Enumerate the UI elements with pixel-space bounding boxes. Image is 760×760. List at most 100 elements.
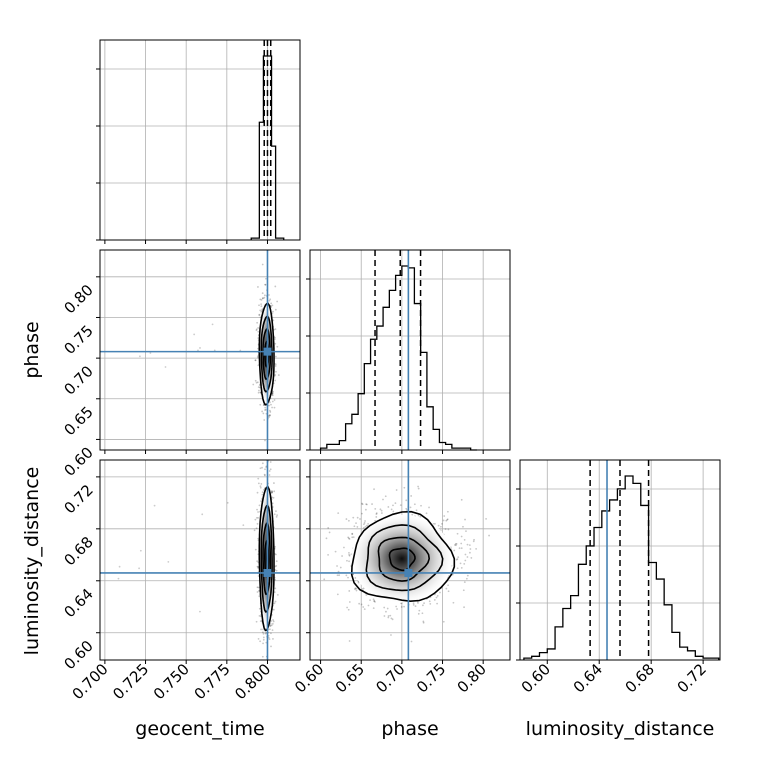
scatter-phase-vs-luminosity-distance-sample	[485, 517, 487, 520]
scatter-geocent-time-vs-luminosity-distance-sample	[269, 628, 271, 631]
scatter-geocent-time-vs-luminosity-distance-sample	[271, 496, 273, 499]
hist-phase-panel	[306, 249, 511, 454]
scatter-phase-vs-luminosity-distance-sample	[356, 516, 359, 519]
scatter-phase-vs-luminosity-distance-sample	[387, 615, 390, 617]
scatter-geocent-time-vs-luminosity-distance-sample	[268, 470, 271, 472]
scatter-phase-vs-luminosity-distance-sample	[469, 548, 472, 550]
scatter-phase-vs-luminosity-distance-sample	[464, 559, 467, 562]
scatter-geocent-time-vs-luminosity-distance-sample	[256, 508, 258, 511]
scatter-geocent-time-vs-luminosity-distance-sample	[264, 661, 266, 663]
scatter-phase-vs-luminosity-distance-sample	[380, 509, 383, 512]
y-tick-label-phase-1: 0.65	[60, 403, 96, 439]
scatter-phase-vs-luminosity-distance-sample	[351, 536, 354, 539]
scatter-phase-vs-luminosity-distance-sample	[466, 574, 469, 577]
scatter-phase-vs-luminosity-distance-truth-marker	[404, 568, 413, 577]
scatter-phase-vs-luminosity-distance-sample	[473, 538, 475, 541]
scatter-phase-vs-luminosity-distance-sample	[372, 607, 375, 610]
scatter-geocent-time-vs-phase-sample	[273, 336, 276, 339]
scatter-phase-vs-luminosity-distance-sample	[375, 513, 378, 515]
scatter-phase-vs-luminosity-distance-sample	[373, 488, 375, 491]
scatter-phase-vs-luminosity-distance-sample	[418, 609, 421, 612]
scatter-phase-vs-luminosity-distance-sample	[423, 602, 425, 605]
scatter-phase-vs-luminosity-distance-sample	[435, 596, 438, 599]
scatter-phase-vs-luminosity-distance-sample	[364, 520, 366, 522]
scatter-geocent-time-vs-phase-sample	[258, 304, 260, 307]
scatter-phase-vs-luminosity-distance-sample	[417, 485, 419, 488]
scatter-geocent-time-vs-luminosity-distance-contour-2	[262, 522, 272, 596]
scatter-phase-vs-luminosity-distance-contour-1	[365, 524, 444, 592]
scatter-phase-vs-luminosity-distance-sample	[445, 519, 448, 522]
scatter-phase-vs-luminosity-distance-sample	[460, 498, 463, 501]
scatter-geocent-time-vs-luminosity-distance-sample	[260, 628, 263, 631]
scatter-phase-vs-luminosity-distance-sample	[421, 612, 424, 615]
scatter-geocent-time-vs-phase-sample	[269, 414, 272, 417]
scatter-phase-vs-luminosity-distance-sample	[383, 615, 386, 617]
scatter-geocent-time-vs-luminosity-distance-sample	[260, 483, 263, 485]
scatter-geocent-time-vs-luminosity-distance-contour-0	[258, 486, 275, 632]
scatter-phase-vs-luminosity-distance-sample	[362, 606, 365, 608]
scatter-geocent-time-vs-luminosity-distance-sample	[257, 516, 260, 519]
scatter-phase-vs-luminosity-distance-sample	[359, 518, 361, 520]
scatter-phase-vs-luminosity-distance-sample	[363, 522, 366, 524]
scatter-geocent-time-vs-phase-sample	[262, 412, 265, 415]
scatter-phase-vs-luminosity-distance-sample	[375, 512, 378, 515]
scatter-geocent-time-vs-phase-sample	[264, 408, 267, 411]
y-tick-label-luminosity-distance-2: 0.68	[60, 533, 96, 569]
scatter-geocent-time-vs-luminosity-distance-sample	[273, 482, 275, 484]
scatter-phase-vs-luminosity-distance-sample	[392, 504, 394, 507]
scatter-phase-vs-luminosity-distance-sample	[336, 565, 338, 567]
scatter-phase-vs-luminosity-distance-sample	[392, 510, 395, 513]
scatter-geocent-time-vs-luminosity-distance-sample	[167, 560, 170, 563]
scatter-geocent-time-vs-luminosity-distance-sample	[275, 560, 278, 563]
scatter-geocent-time-vs-luminosity-distance-sample	[269, 468, 272, 471]
scatter-geocent-time-vs-luminosity-distance-sample	[259, 485, 262, 488]
scatter-phase-vs-luminosity-distance-sample	[488, 534, 490, 537]
scatter-phase-vs-luminosity-distance-sample	[367, 522, 370, 525]
scatter-phase-vs-luminosity-distance-sample	[417, 612, 420, 615]
scatter-phase-vs-luminosity-distance-sample	[325, 537, 328, 540]
scatter-phase-vs-luminosity-distance-sample	[412, 603, 415, 606]
scatter-phase-vs-luminosity-distance-sample	[413, 503, 416, 506]
scatter-geocent-time-vs-phase-sample	[272, 310, 274, 313]
scatter-geocent-time-vs-phase-sample	[274, 373, 276, 376]
scatter-geocent-time-vs-luminosity-distance-sample	[267, 636, 270, 639]
scatter-geocent-time-vs-luminosity-distance-sample	[261, 655, 264, 658]
labels-layer: geocent_time phase luminosity_distance p…	[21, 321, 714, 740]
scatter-phase-vs-luminosity-distance-sample	[460, 547, 463, 550]
scatter-phase-vs-luminosity-distance-sample	[364, 525, 367, 528]
scatter-phase-vs-luminosity-distance-sample	[347, 519, 350, 522]
scatter-phase-vs-luminosity-distance-sample	[361, 512, 363, 515]
scatter-geocent-time-vs-luminosity-distance-sample	[274, 545, 277, 548]
scatter-phase-vs-luminosity-distance-sample	[460, 566, 463, 569]
scatter-phase-vs-luminosity-distance-sample	[419, 515, 422, 518]
scatter-geocent-time-vs-luminosity-distance-sample	[262, 638, 265, 641]
scatter-geocent-time-vs-luminosity-distance-sample	[257, 511, 259, 513]
scatter-geocent-time-vs-phase-sample	[257, 364, 260, 367]
scatter-geocent-time-vs-luminosity-distance-sample	[259, 467, 262, 470]
scatter-geocent-time-vs-phase-sample	[260, 305, 263, 308]
scatter-geocent-time-vs-phase-contour-2	[262, 328, 272, 380]
scatter-phase-vs-luminosity-distance-sample	[327, 553, 329, 556]
scatter-phase-vs-luminosity-distance-sample	[348, 601, 351, 603]
scatter-phase-vs-luminosity-distance-sample	[361, 503, 364, 506]
scatter-geocent-time-vs-phase-sample	[265, 277, 267, 280]
scatter-phase-vs-luminosity-distance-sample	[466, 543, 469, 546]
scatter-geocent-time-vs-phase-sample	[264, 439, 266, 442]
scatter-geocent-time-vs-luminosity-distance-sample	[265, 466, 268, 469]
scatter-phase-vs-luminosity-distance-sample	[420, 504, 422, 507]
scatter-phase-vs-luminosity-distance-sample	[348, 590, 351, 592]
scatter-phase-vs-luminosity-distance-sample	[348, 551, 350, 554]
y-tick-label-phase-4: 0.80	[60, 281, 96, 317]
scatter-phase-vs-luminosity-distance-sample	[422, 621, 425, 624]
scatter-geocent-time-vs-luminosity-distance-sample	[272, 619, 274, 621]
scatter-geocent-time-vs-luminosity-distance-contour-1	[260, 504, 273, 613]
hist-phase-background	[310, 250, 510, 450]
scatter-phase-vs-luminosity-distance-sample	[371, 503, 373, 505]
scatter-phase-vs-luminosity-distance-sample	[384, 495, 387, 498]
scatter-phase-vs-luminosity-distance-sample	[463, 606, 465, 609]
scatter-geocent-time-vs-phase-sample	[254, 359, 257, 362]
scatter-geocent-time-vs-phase-sample	[271, 393, 274, 396]
scatter-geocent-time-vs-phase-sample	[257, 327, 260, 329]
scatter-geocent-time-vs-phase-sample	[274, 379, 277, 382]
scatter-geocent-time-vs-phase-sample	[260, 310, 263, 313]
